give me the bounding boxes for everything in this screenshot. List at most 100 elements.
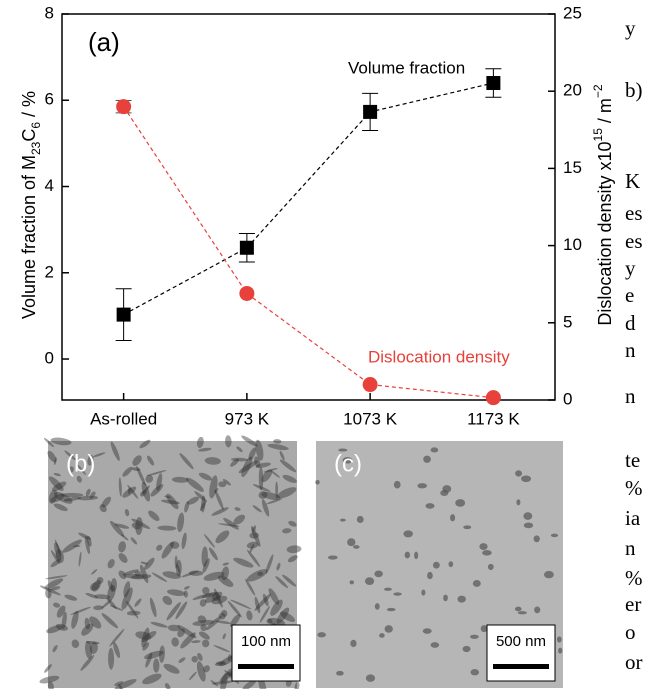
y-axis-title-part: Volume fraction of M (19, 155, 39, 319)
y-tick-label: 2 (45, 262, 54, 281)
side-text: or (625, 650, 643, 674)
particle (516, 499, 520, 505)
y2-tick-label: 5 (563, 312, 572, 331)
particle (534, 607, 540, 614)
particle (340, 519, 346, 522)
x-tick-label: 1173 K (467, 409, 520, 428)
side-text: te (625, 448, 640, 472)
side-text: y (625, 256, 636, 280)
particle (375, 603, 380, 610)
particle (425, 503, 434, 509)
particle (366, 674, 375, 681)
side-text: b) (625, 78, 643, 102)
y2-axis-title-part: 15 (591, 128, 605, 142)
particle (350, 580, 354, 584)
particle (463, 525, 471, 529)
particle (427, 572, 433, 579)
y2-axis-title-part: / m (595, 98, 615, 128)
particle (551, 534, 558, 538)
side-text: K (625, 169, 640, 193)
particle (481, 625, 488, 632)
particle (521, 475, 531, 482)
particle (357, 516, 364, 523)
particle (353, 545, 359, 549)
particle (463, 646, 471, 652)
y-axis-title-part: / % (19, 91, 39, 122)
y2-axis-title-part: −2 (591, 84, 605, 98)
particle (458, 596, 466, 603)
particle (431, 447, 439, 452)
marker (240, 241, 254, 255)
particle (421, 590, 425, 596)
marker (116, 99, 131, 114)
side-text: es (625, 201, 643, 225)
side-text: es (625, 229, 643, 253)
legend-label: Volume fraction (348, 58, 465, 77)
particle (379, 633, 385, 638)
particle (479, 543, 487, 550)
particle (315, 480, 319, 485)
particle (433, 562, 440, 569)
y2-tick-label: 10 (563, 235, 582, 254)
particle (557, 636, 562, 642)
y-tick-label: 0 (45, 349, 54, 368)
particle (473, 580, 481, 587)
image-label: (c) (334, 450, 362, 477)
particle (414, 552, 418, 559)
particle (488, 564, 494, 570)
marker (239, 286, 254, 301)
particle (403, 530, 413, 537)
y-tick-label: 6 (45, 90, 54, 109)
particle (442, 485, 451, 493)
panel-label: (a) (88, 27, 120, 57)
particle (423, 628, 432, 634)
side-text: ia (625, 506, 641, 530)
scale-label: 500 nm (496, 633, 546, 650)
particle (328, 555, 338, 559)
particle (448, 561, 453, 567)
side-text: o (625, 620, 636, 644)
scale-bar (238, 664, 294, 669)
particle (393, 592, 401, 595)
particle (482, 550, 492, 556)
particle (417, 483, 427, 488)
particle (524, 523, 533, 529)
scale-bar (493, 664, 549, 669)
particle (374, 571, 382, 578)
particle (387, 608, 396, 611)
marker (363, 105, 377, 119)
particle (336, 671, 344, 676)
marker (486, 390, 501, 405)
particle (347, 538, 355, 546)
dislocation (61, 493, 84, 497)
y2-tick-label: 20 (563, 81, 582, 100)
particle (350, 640, 356, 647)
particle (470, 635, 479, 639)
particle (515, 607, 522, 612)
particle (394, 481, 401, 489)
particle (423, 456, 431, 463)
particle (385, 625, 393, 633)
y2-axis-title-part: Dislocation density x10 (595, 141, 615, 325)
marker (486, 76, 500, 90)
x-tick-label: 973 K (225, 409, 270, 428)
side-text: n (625, 536, 636, 560)
dislocation (153, 659, 159, 673)
x-tick-label: 1073 K (343, 409, 398, 428)
image-label: (b) (66, 450, 95, 477)
particle (544, 571, 554, 578)
y2-tick-label: 0 (563, 389, 572, 408)
particle (471, 669, 480, 675)
legend-label: Dislocation density (368, 347, 510, 366)
scale-label: 100 nm (241, 633, 291, 650)
particle (450, 514, 455, 521)
particle (534, 535, 540, 542)
particle (523, 512, 532, 520)
side-text: n (625, 384, 636, 408)
particle (384, 588, 392, 591)
side-text: e (625, 283, 634, 307)
y-tick-label: 8 (45, 3, 54, 22)
side-text: n (625, 338, 636, 362)
side-text: y (625, 16, 636, 40)
particle (317, 632, 326, 637)
